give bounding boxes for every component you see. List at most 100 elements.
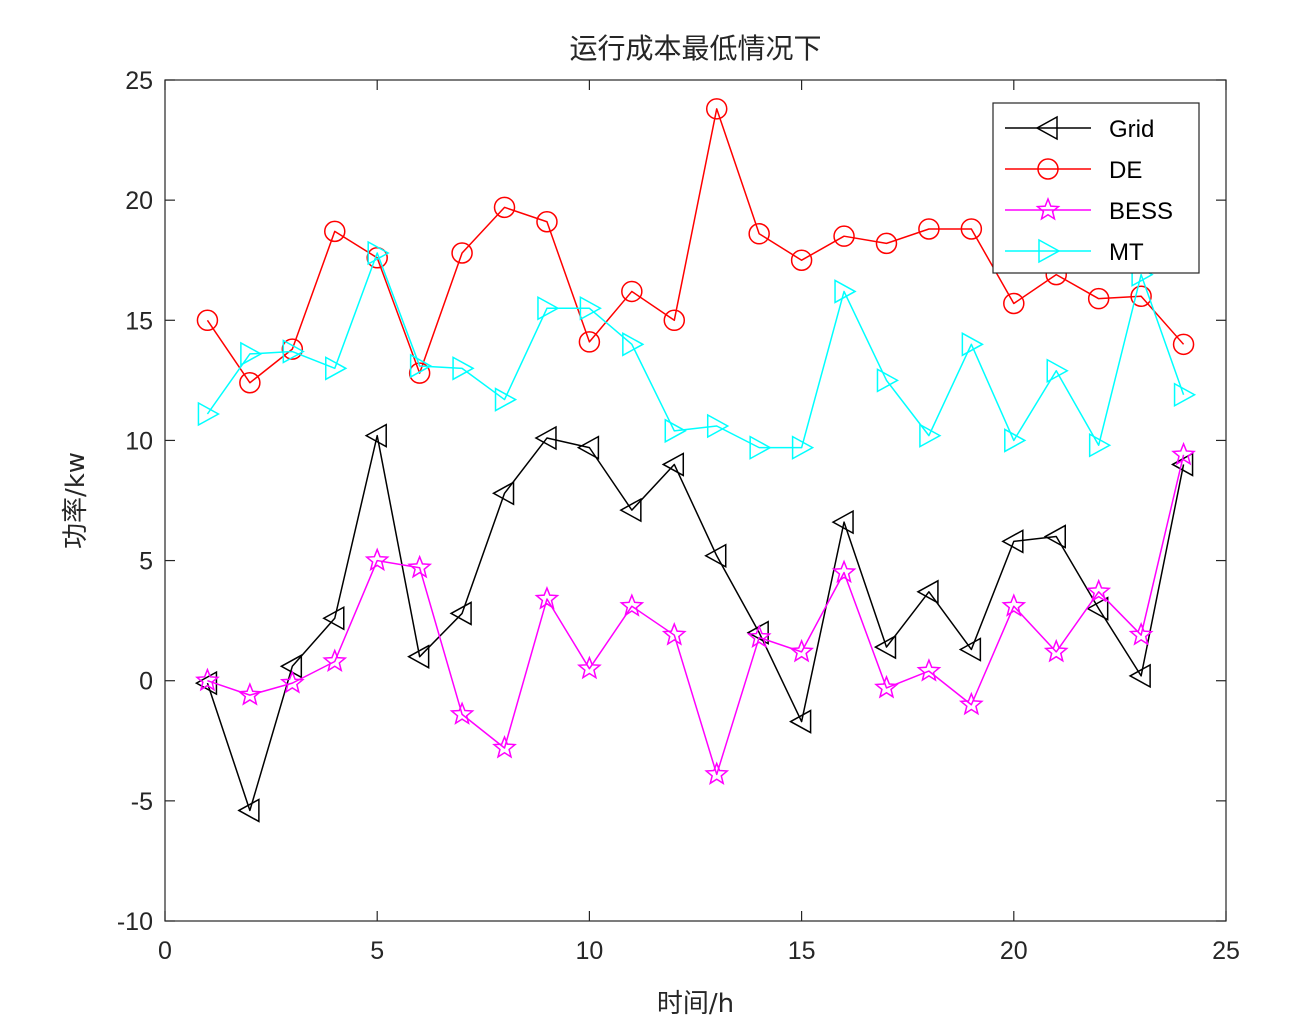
y-tick-label: 15 bbox=[125, 307, 153, 335]
x-tick-label: 15 bbox=[788, 937, 816, 965]
y-axis-label: 功率/kw bbox=[61, 452, 91, 549]
data-point-bess bbox=[492, 734, 517, 759]
x-tick-label: 20 bbox=[1000, 937, 1028, 965]
y-tick-label: 10 bbox=[125, 427, 153, 455]
y-tick-label: 20 bbox=[125, 187, 153, 215]
data-point-de bbox=[621, 280, 643, 303]
legend-marker-de bbox=[1037, 158, 1059, 180]
legend-item-bess: BESS bbox=[1005, 196, 1173, 225]
data-point-grid bbox=[958, 637, 982, 662]
legend-box bbox=[992, 102, 1200, 274]
legend-label-bess: BESS bbox=[1109, 198, 1173, 225]
data-point-grid bbox=[916, 579, 939, 605]
series-line-bess bbox=[207, 454, 1185, 776]
data-point-grid bbox=[1001, 529, 1024, 554]
x-tick-label: 25 bbox=[1212, 937, 1240, 965]
data-point-de bbox=[196, 309, 219, 332]
data-point-de bbox=[663, 309, 686, 332]
series-line-de bbox=[206, 108, 1185, 384]
data-point-bess bbox=[407, 554, 433, 579]
data-point-bess bbox=[704, 761, 730, 785]
legend-label-grid: Grid bbox=[1109, 116, 1154, 143]
data-point-grid bbox=[1128, 663, 1151, 689]
data-point-mt bbox=[325, 356, 348, 381]
data-point-bess bbox=[279, 670, 305, 694]
data-point-mt bbox=[791, 435, 815, 460]
series-layer bbox=[194, 98, 1197, 823]
x-tick-label: 0 bbox=[158, 937, 172, 965]
data-point-mt bbox=[622, 332, 645, 357]
legend-label-mt: MT bbox=[1109, 239, 1144, 266]
x-tick-label: 10 bbox=[575, 937, 603, 965]
data-point-de bbox=[960, 218, 983, 240]
data-point-mt bbox=[197, 401, 220, 427]
data-point-mt bbox=[749, 435, 772, 460]
data-point-bess bbox=[1086, 578, 1112, 603]
data-point-bess bbox=[746, 624, 772, 649]
legend-item-de: DE bbox=[1005, 157, 1142, 184]
data-point-bess bbox=[322, 648, 348, 673]
data-point-grid bbox=[576, 435, 600, 460]
legend-item-mt: MT bbox=[1005, 238, 1144, 266]
data-point-grid bbox=[449, 601, 472, 626]
data-point-mt bbox=[1173, 382, 1197, 408]
data-point-bess bbox=[449, 701, 475, 725]
data-point-grid bbox=[704, 543, 727, 569]
data-point-grid bbox=[407, 644, 430, 669]
data-point-grid bbox=[491, 481, 515, 506]
data-point-de bbox=[324, 220, 346, 243]
data-point-grid bbox=[364, 423, 387, 448]
data-point-de bbox=[833, 225, 855, 247]
legend-marker-mt bbox=[1038, 238, 1061, 264]
series-mt bbox=[197, 240, 1197, 460]
y-tick-label: 5 bbox=[139, 548, 153, 576]
data-point-de bbox=[578, 331, 601, 353]
data-point-de bbox=[1130, 285, 1152, 308]
data-point-bess bbox=[874, 674, 899, 699]
data-point-de bbox=[748, 223, 770, 245]
data-point-grid bbox=[661, 452, 685, 477]
data-point-mt bbox=[706, 413, 730, 439]
data-point-bess bbox=[1128, 622, 1154, 646]
series-line-mt bbox=[206, 252, 1185, 449]
data-point-grid bbox=[831, 509, 854, 535]
data-point-bess bbox=[789, 638, 814, 663]
series-line-grid bbox=[206, 434, 1185, 812]
data-point-bess bbox=[831, 559, 857, 584]
y-tick-label: -5 bbox=[131, 788, 153, 816]
data-point-mt bbox=[834, 279, 857, 304]
data-point-grid bbox=[237, 798, 260, 823]
data-point-mt bbox=[1004, 428, 1027, 453]
series-de bbox=[196, 98, 1195, 394]
legend-marker-grid bbox=[1035, 115, 1058, 141]
chart-title: 运行成本最低情况下 bbox=[569, 32, 821, 65]
data-point-de bbox=[408, 362, 431, 384]
data-point-de bbox=[239, 372, 261, 394]
data-point-grid bbox=[322, 605, 345, 631]
data-point-de bbox=[1172, 333, 1195, 356]
tick-layer: 0 5 10 15 20 25 -10 -5 0 5 10 15 20 25 bbox=[117, 67, 1240, 965]
legend-marker-bess bbox=[1035, 196, 1061, 221]
x-tick-label: 5 bbox=[370, 937, 384, 965]
data-point-mt bbox=[1046, 358, 1069, 384]
data-point-de bbox=[1087, 287, 1110, 310]
data-point-grid bbox=[534, 425, 557, 451]
axes-box bbox=[164, 79, 1227, 922]
data-point-bess bbox=[619, 593, 645, 617]
data-point-bess bbox=[1043, 638, 1069, 663]
legend-item-grid: Grid bbox=[1005, 115, 1154, 143]
y-tick-label: -10 bbox=[117, 908, 153, 936]
data-point-de bbox=[875, 232, 898, 255]
series-bess bbox=[195, 441, 1196, 785]
y-tick-label: 0 bbox=[139, 668, 153, 696]
data-point-grid bbox=[279, 654, 303, 679]
data-point-grid bbox=[1086, 596, 1109, 621]
data-point-de bbox=[1003, 292, 1025, 315]
data-point-grid bbox=[619, 497, 642, 523]
data-point-bess bbox=[195, 667, 220, 692]
data-point-de bbox=[451, 242, 473, 264]
data-point-bess bbox=[364, 547, 390, 572]
data-point-grid bbox=[789, 709, 812, 734]
data-point-de bbox=[918, 218, 940, 240]
